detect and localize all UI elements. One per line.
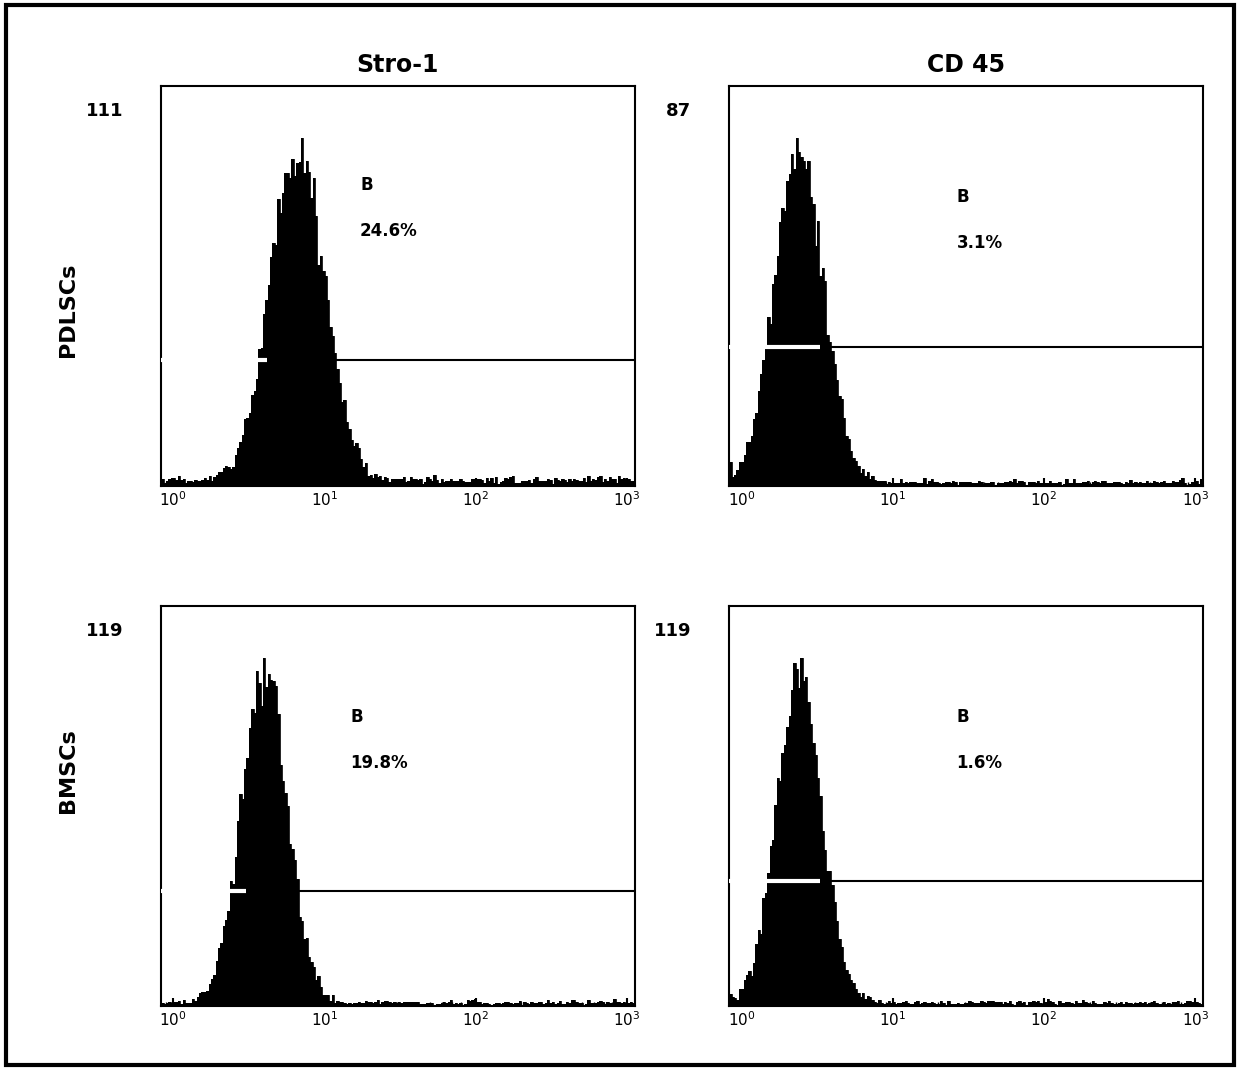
- Title: Stro-1: Stro-1: [357, 52, 439, 77]
- Text: 119: 119: [653, 622, 692, 640]
- Text: B: B: [956, 187, 970, 205]
- Text: 119: 119: [86, 622, 123, 640]
- Text: 19.8%: 19.8%: [351, 753, 408, 771]
- Text: PDLSCs: PDLSCs: [58, 263, 78, 357]
- Text: B: B: [956, 707, 970, 725]
- Text: 1.6%: 1.6%: [956, 753, 1003, 771]
- Text: 87: 87: [666, 102, 692, 120]
- Text: B: B: [351, 707, 363, 725]
- Text: BMSCs: BMSCs: [58, 728, 78, 813]
- Text: 3.1%: 3.1%: [956, 233, 1003, 251]
- Text: 24.6%: 24.6%: [360, 221, 418, 240]
- Text: 111: 111: [86, 102, 123, 120]
- Text: B: B: [360, 175, 373, 194]
- Title: CD 45: CD 45: [928, 52, 1006, 77]
